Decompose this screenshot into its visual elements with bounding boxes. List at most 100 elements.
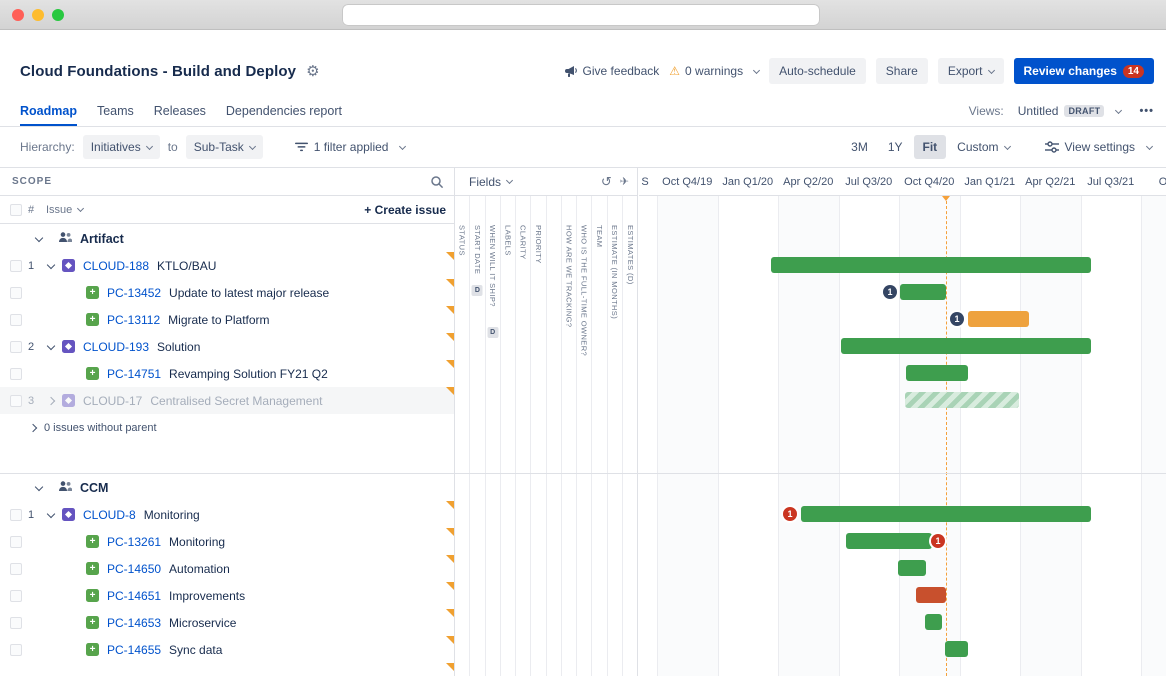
collapse-chevron-icon[interactable] [47,509,55,517]
select-all-checkbox[interactable] [10,204,22,216]
issue-row-pc-14651[interactable]: +PC-14651Improvements [0,582,454,609]
row-checkbox[interactable] [10,395,22,407]
collapse-chevron-icon[interactable] [35,482,43,490]
auto-schedule-button[interactable]: Auto-schedule [769,58,866,84]
gantt-bar-cloud-17[interactable] [905,392,1019,408]
issues-without-parent-toggle[interactable]: 0 issues without parent [0,414,454,441]
collapse-chevron-icon[interactable] [47,341,55,349]
issue-key-link[interactable]: PC-13452 [107,286,161,300]
issue-key-link[interactable]: PC-14655 [107,643,161,657]
dependency-count-badge[interactable]: 1 [931,534,945,548]
dependency-count-badge[interactable]: 1 [883,285,897,299]
review-changes-button[interactable]: Review changes14 [1014,58,1155,84]
row-checkbox[interactable] [10,509,22,521]
issue-row-pc-14653[interactable]: +PC-14653Microservice [0,609,454,636]
issue-row-cloud-188[interactable]: 1CLOUD-188KTLO/BAU [0,252,454,279]
create-issue-button[interactable]: + Create issue [364,203,446,217]
issue-key-link[interactable]: PC-13112 [107,313,160,327]
send-plane-icon[interactable]: ✈ [620,175,629,188]
hierarchy-to-label: to [168,140,178,154]
row-checkbox[interactable] [10,617,22,629]
views-dropdown[interactable]: Untitled DRAFT [1012,100,1128,122]
undo-icon[interactable]: ↺ [601,174,612,190]
close-window-button[interactable] [12,9,24,21]
row-checkbox[interactable] [10,536,22,548]
issue-key-link[interactable]: CLOUD-188 [83,259,149,273]
issue-key-link[interactable]: CLOUD-17 [83,394,142,408]
issue-row-pc-14650[interactable]: +PC-14650Automation [0,555,454,582]
row-checkbox[interactable] [10,563,22,575]
gantt-bar-pc-14655[interactable] [945,641,968,657]
gantt-bar-cloud-193[interactable] [841,338,1091,354]
more-menu-button[interactable]: ••• [1139,105,1154,117]
gantt-bar-pc-13112[interactable] [968,311,1029,327]
row-checkbox[interactable] [10,644,22,656]
give-feedback-button[interactable]: Give feedback [564,64,660,78]
issue-row-pc-14655[interactable]: +PC-14655Sync data [0,636,454,663]
issue-row-pc-13452[interactable]: +PC-13452Update to latest major release [0,279,454,306]
gantt-bar-pc-14650[interactable] [898,560,926,576]
share-button[interactable]: Share [876,58,928,84]
gantt-bar-cloud-188[interactable] [771,257,1091,273]
zoom-1y-button[interactable]: 1Y [879,135,912,159]
timeline-quarter-label: Jan Q1/20 [722,176,773,188]
row-checkbox[interactable] [10,260,22,272]
export-button[interactable]: Export [938,58,1004,84]
hierarchy-to-select[interactable]: Sub-Task [186,135,263,159]
expand-chevron-icon[interactable] [47,396,55,404]
gantt-bar-pc-14751[interactable] [906,365,968,381]
group-header-ccm[interactable]: CCM [0,474,454,501]
tab-dependencies-report[interactable]: Dependencies report [226,96,342,126]
zoom-fit-button[interactable]: Fit [914,135,947,159]
issue-column-dropdown[interactable]: Issue [46,204,72,216]
zoom-custom-button[interactable]: Custom [948,135,1018,159]
tab-teams[interactable]: Teams [97,96,134,126]
browser-address-bar[interactable] [342,4,820,26]
zoom-3m-button[interactable]: 3M [842,135,877,159]
issue-row-cloud-17[interactable]: 3CLOUD-17Centralised Secret Management [0,387,454,414]
row-checkbox[interactable] [10,314,22,326]
issue-key-link[interactable]: PC-13261 [107,535,161,549]
group-header-artifact[interactable]: Artifact [0,225,454,252]
issue-row-pc-14751[interactable]: +PC-14751Revamping Solution FY21 Q2 [0,360,454,387]
issue-row-pc-13261[interactable]: +PC-13261Monitoring [0,528,454,555]
collapse-chevron-icon[interactable] [47,260,55,268]
collapse-chevron-icon[interactable] [35,233,43,241]
quarter-gridline [718,196,719,676]
minimize-window-button[interactable] [32,9,44,21]
gantt-bar-cloud-8[interactable] [801,506,1091,522]
filter-dropdown[interactable]: 1 filter applied [295,140,406,154]
issue-row-cloud-193[interactable]: 2CLOUD-193Solution [0,333,454,360]
row-checkbox[interactable] [10,590,22,602]
issue-row-cloud-8[interactable]: 1CLOUD-8Monitoring [0,501,454,528]
row-checkbox[interactable] [10,341,22,353]
tab-roadmap[interactable]: Roadmap [20,96,77,126]
quarter-gridline [1141,196,1142,676]
hierarchy-from-select[interactable]: Initiatives [83,135,160,159]
row-checkbox[interactable] [10,287,22,299]
zoom-preset-group: 3M1YFitCustom [842,135,1018,159]
view-settings-button[interactable]: View settings [1045,140,1152,154]
tab-releases[interactable]: Releases [154,96,206,126]
issue-key-link[interactable]: PC-14651 [107,589,161,603]
gantt-bar-pc-14651[interactable] [916,587,946,603]
app-root: Cloud Foundations - Build and Deploy ⚙ G… [0,30,1166,676]
plan-settings-gear-icon[interactable]: ⚙ [306,62,319,80]
field-column-label: WHEN WILL IT SHIP? [488,225,497,307]
issue-key-link[interactable]: PC-14650 [107,562,161,576]
fields-dropdown[interactable]: Fields [469,175,501,189]
issue-row-pc-13112[interactable]: +PC-13112Migrate to Platform [0,306,454,333]
issue-key-link[interactable]: PC-14653 [107,616,161,630]
warnings-dropdown[interactable]: ⚠ 0 warnings [669,64,759,78]
issue-key-link[interactable]: CLOUD-193 [83,340,149,354]
gantt-bar-pc-14653[interactable] [925,614,942,630]
gantt-bar-pc-13261[interactable] [846,533,932,549]
dependency-count-badge[interactable]: 1 [950,312,964,326]
gantt-bar-pc-13452[interactable] [900,284,946,300]
zoom-window-button[interactable] [52,9,64,21]
row-checkbox[interactable] [10,368,22,380]
issue-key-link[interactable]: PC-14751 [107,367,161,381]
issue-key-link[interactable]: CLOUD-8 [83,508,136,522]
search-icon[interactable] [430,175,444,189]
dependency-count-badge[interactable]: 1 [783,507,797,521]
